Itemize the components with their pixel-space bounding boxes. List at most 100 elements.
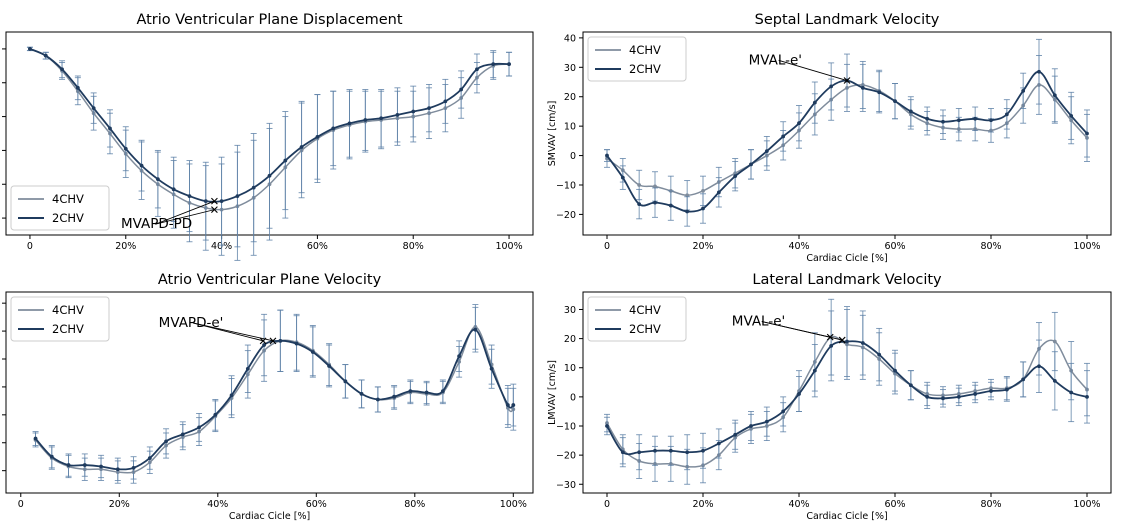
data-point	[443, 99, 448, 104]
data-point	[941, 119, 945, 124]
y-tick-label: −10	[556, 180, 576, 191]
annotation: MVAL-e'	[732, 314, 846, 344]
y-tick-label: −10	[556, 422, 576, 433]
data-point	[845, 339, 849, 344]
annotation-arrow	[778, 59, 848, 81]
data-point	[1021, 377, 1026, 382]
data-point	[123, 146, 128, 151]
data-point	[108, 126, 112, 131]
data-point	[925, 116, 930, 121]
legend: 4CHV 2CHV	[587, 296, 687, 342]
data-point	[797, 121, 801, 126]
data-point	[1021, 88, 1026, 93]
data-point	[267, 173, 272, 178]
x-tick-label: 20%	[692, 499, 713, 510]
data-point	[440, 389, 445, 394]
x-tick-label: 0	[604, 241, 610, 252]
x-tick-label: 20%	[692, 241, 713, 252]
data-point	[860, 341, 865, 345]
y-tick-label: 0	[570, 151, 576, 162]
chart-title: Atrio Ventricular Plane Velocity	[158, 272, 382, 288]
data-point	[49, 454, 54, 459]
data-point	[989, 118, 993, 123]
x-tick-label: 20%	[109, 499, 130, 510]
data-point	[343, 379, 348, 384]
data-point	[685, 193, 690, 198]
x-marker	[211, 206, 218, 214]
annotation-arrow	[155, 209, 215, 225]
data-point	[877, 90, 882, 95]
data-point	[749, 424, 753, 428]
data-point	[893, 99, 897, 104]
data-point	[60, 67, 64, 72]
data-point	[213, 412, 218, 417]
data-point	[1004, 112, 1009, 117]
data-point	[668, 203, 673, 208]
y-tick-label: −20	[556, 451, 576, 462]
y-tick-label: −20	[556, 210, 576, 221]
data-point	[408, 389, 413, 394]
x-tick-label: 100%	[500, 499, 527, 510]
data-point	[147, 456, 152, 461]
data-point	[82, 463, 87, 467]
data-point	[507, 62, 511, 67]
data-point	[781, 134, 786, 139]
x-tick-label: 20%	[115, 241, 136, 252]
data-point	[155, 177, 160, 182]
data-point	[180, 432, 185, 437]
data-point	[653, 200, 657, 205]
annotation: MVAPD-PD	[121, 197, 218, 232]
data-point	[392, 394, 397, 399]
data-point	[829, 343, 834, 348]
annotation-label: MVAL-e'	[749, 52, 802, 68]
data-point	[511, 403, 516, 407]
data-point	[829, 84, 834, 89]
data-point	[251, 185, 256, 190]
series-line	[34, 328, 514, 471]
data-point	[115, 467, 120, 472]
plot-frame	[582, 291, 1112, 494]
data-point	[1085, 394, 1089, 399]
x-marker	[838, 336, 846, 344]
data-point	[457, 354, 462, 359]
x-tick-label: 0	[18, 499, 24, 510]
legend-label: 4CHV	[52, 192, 84, 206]
data-point	[764, 419, 769, 424]
data-point	[66, 463, 71, 467]
data-point	[505, 403, 510, 407]
data-point	[473, 327, 478, 332]
x-tick-label: 40%	[207, 499, 228, 510]
chart-title: Lateral Landmark Velocity	[752, 272, 942, 288]
x-marker	[211, 197, 218, 205]
data-point	[229, 393, 234, 398]
data-point	[171, 187, 176, 192]
x-tick-label: 80%	[980, 499, 1001, 510]
chart-avpd: Atrio Ventricular Plane Displacement 0 20%…	[2, 12, 534, 261]
data-point	[262, 343, 266, 347]
x-tick-label: 60%	[306, 499, 327, 510]
data-point	[75, 85, 80, 90]
plot-frame	[582, 31, 1112, 236]
data-point	[245, 366, 250, 371]
chart-avpv: Atrio Ventricular Plane Velocity 0 20% 40% 6…	[2, 272, 534, 522]
data-point	[637, 450, 642, 455]
data-point	[653, 184, 657, 189]
legend-label: 2CHV	[629, 322, 661, 336]
data-point	[294, 341, 299, 346]
data-point	[733, 432, 738, 437]
data-point	[1052, 339, 1057, 344]
legend-label: 4CHV	[629, 303, 661, 317]
y-axis-label: SMVAV [cm/s]	[547, 101, 558, 167]
data-point	[701, 188, 705, 193]
series-2chv	[604, 306, 1090, 471]
x-tick-label: 100%	[1073, 241, 1100, 252]
data-point	[812, 100, 817, 105]
data-point	[489, 366, 494, 371]
data-point	[235, 194, 240, 198]
data-point	[359, 391, 364, 396]
x-tick-label: 0	[27, 241, 33, 252]
data-point	[956, 118, 961, 123]
data-point	[33, 436, 38, 441]
